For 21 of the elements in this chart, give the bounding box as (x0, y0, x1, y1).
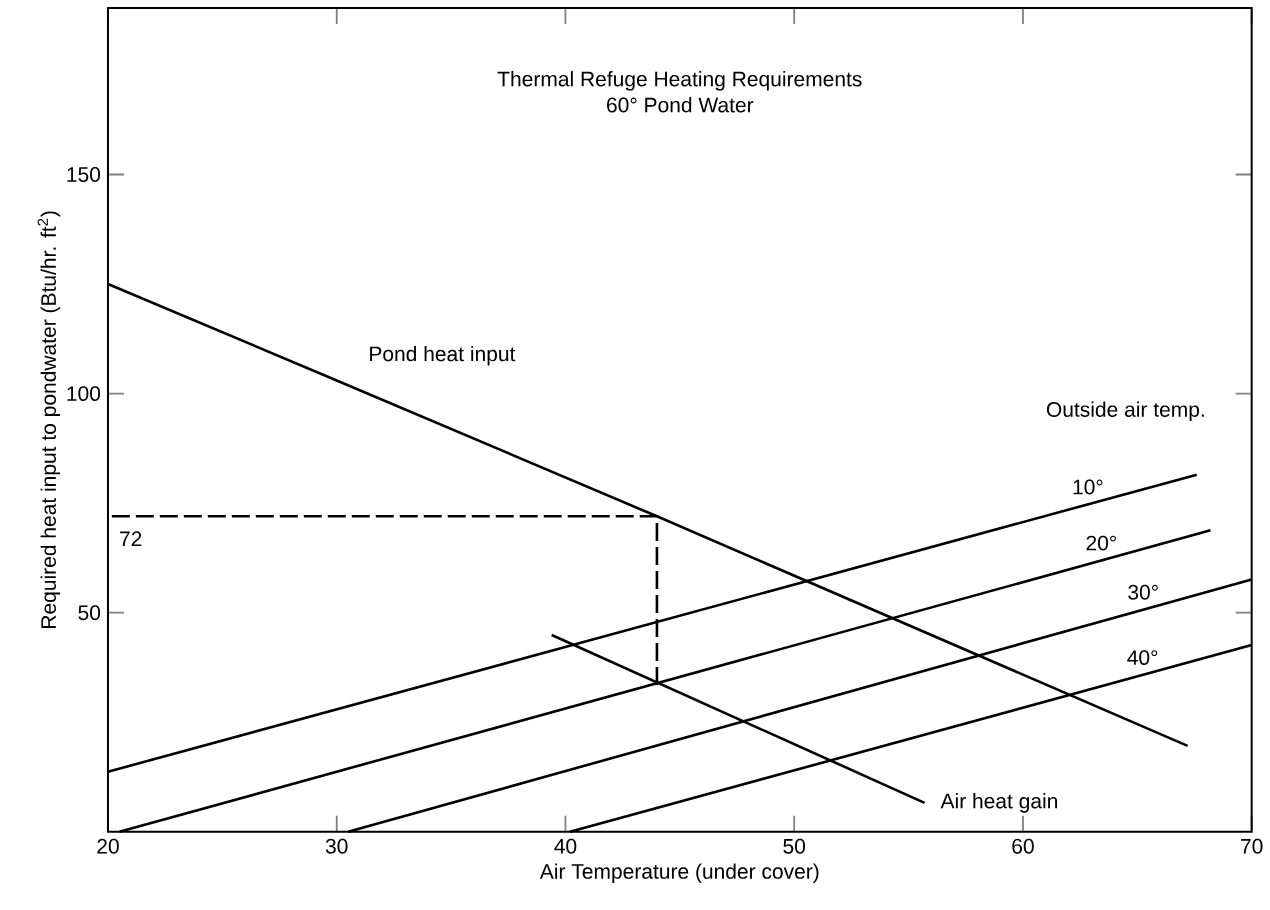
x-tick-label: 20 (97, 838, 119, 854)
series-label: Pond heat input (370, 346, 516, 366)
annotation: Outside air temp. (1046, 401, 1204, 422)
series-label: Air heat gain (940, 793, 1058, 813)
series-label: 10° (1073, 479, 1103, 495)
text: 60° Pond Water (607, 97, 754, 113)
y-tick-label: 100 (67, 386, 101, 402)
y-axis-title: Required heat input to pondwater (Btu/hr. ft$^{2}$) (37, 211, 61, 629)
x-tick-label: 60 (1012, 838, 1034, 854)
x-axis-title: Air Temperature (under cover) (539, 863, 819, 884)
text: Thermal Refuge Heating Requirements (497, 71, 862, 91)
x-tick-label: 30 (325, 838, 348, 854)
y-tick-label: 150 (67, 167, 101, 183)
series-label: 40° (1127, 650, 1158, 666)
series-label: 30° (1128, 584, 1158, 600)
x-tick-label: 40 (554, 838, 577, 854)
annotation: 72 (120, 531, 142, 547)
y-tick-label: 50 (78, 605, 101, 621)
series-label: 20° (1086, 535, 1116, 551)
x-tick-label: 50 (783, 838, 806, 854)
x-tick-label: 70 (1241, 838, 1263, 854)
